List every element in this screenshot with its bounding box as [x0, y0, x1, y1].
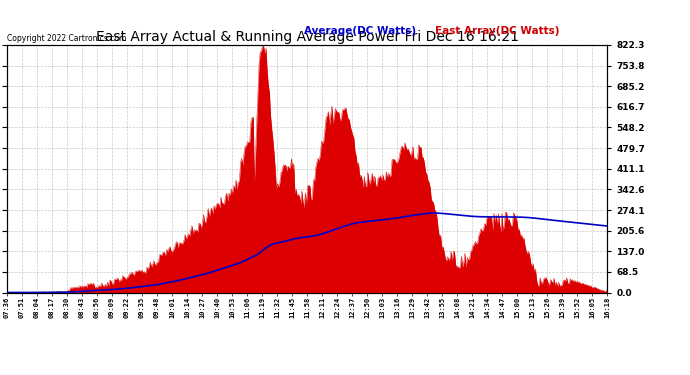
Title: East Array Actual & Running Average Power Fri Dec 16 16:21: East Array Actual & Running Average Powe…	[95, 30, 519, 44]
Text: Average(DC Watts): Average(DC Watts)	[304, 26, 415, 36]
Text: Copyright 2022 Cartronics.com: Copyright 2022 Cartronics.com	[7, 34, 126, 43]
Text: East Array(DC Watts): East Array(DC Watts)	[435, 26, 559, 36]
